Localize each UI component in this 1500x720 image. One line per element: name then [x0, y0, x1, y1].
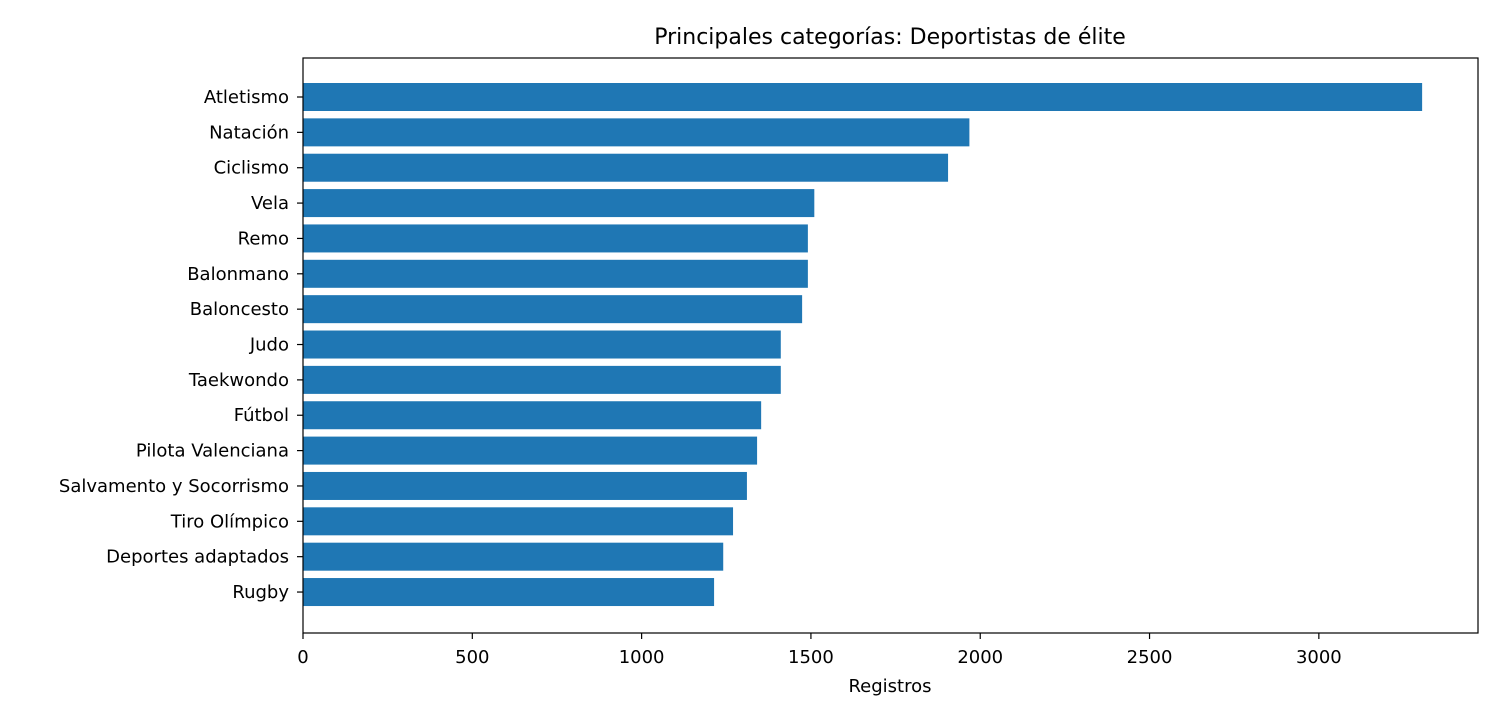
y-tick-label: Fútbol: [234, 405, 289, 426]
bar-6: [303, 295, 803, 324]
y-tick-label: Ciclismo: [214, 158, 289, 179]
y-tick-label: Atletismo: [204, 87, 289, 108]
y-tick-label: Baloncesto: [190, 299, 289, 320]
y-tick-label: Natación: [209, 122, 289, 143]
x-axis-ticks: 0 500 1000 1500 2000 2500 3000: [297, 633, 1342, 668]
bar-5: [303, 259, 808, 288]
x-tick-label: 1500: [788, 647, 834, 668]
x-axis-label: Registros: [848, 676, 931, 697]
bar-8: [303, 365, 781, 394]
bar-2: [303, 153, 949, 182]
y-tick-label: Judo: [249, 335, 289, 356]
y-tick-label: Taekwondo: [188, 370, 289, 391]
bar-3: [303, 189, 815, 218]
y-tick-label: Pilota Valenciana: [136, 441, 289, 462]
y-tick-label: Vela: [251, 193, 289, 214]
x-tick-label: 2500: [1127, 647, 1173, 668]
bar-10: [303, 436, 758, 465]
bars-group: [303, 83, 1423, 607]
y-tick-label: Remo: [238, 228, 289, 249]
y-tick-label: Deportes adaptados: [106, 547, 289, 568]
x-tick-label: 500: [455, 647, 489, 668]
y-axis-ticks: Atletismo Natación Ciclismo Vela Remo Balonma…: [59, 87, 303, 603]
x-tick-label: 2000: [957, 647, 1003, 668]
x-tick-label: 1000: [619, 647, 665, 668]
bar-0: [303, 83, 1423, 111]
y-tick-label: Tiro Olímpico: [170, 511, 289, 532]
x-tick-label: 0: [297, 647, 308, 668]
chart-title: Principales categorías: Deportistas de é…: [654, 25, 1126, 50]
y-tick-label: Balonmano: [187, 264, 289, 285]
plot-frame: [302, 57, 1479, 634]
y-tick-label: Rugby: [232, 582, 289, 603]
bar-13: [303, 542, 724, 571]
y-tick-label: Salvamento y Socorrismo: [59, 476, 289, 497]
bar-14: [303, 578, 715, 607]
bar-7: [303, 330, 781, 359]
x-tick-label: 3000: [1296, 647, 1342, 668]
bar-4: [303, 224, 808, 253]
bar-9: [303, 401, 762, 430]
bar-1: [303, 118, 970, 147]
bar-11: [303, 471, 747, 500]
bar-12: [303, 507, 734, 536]
